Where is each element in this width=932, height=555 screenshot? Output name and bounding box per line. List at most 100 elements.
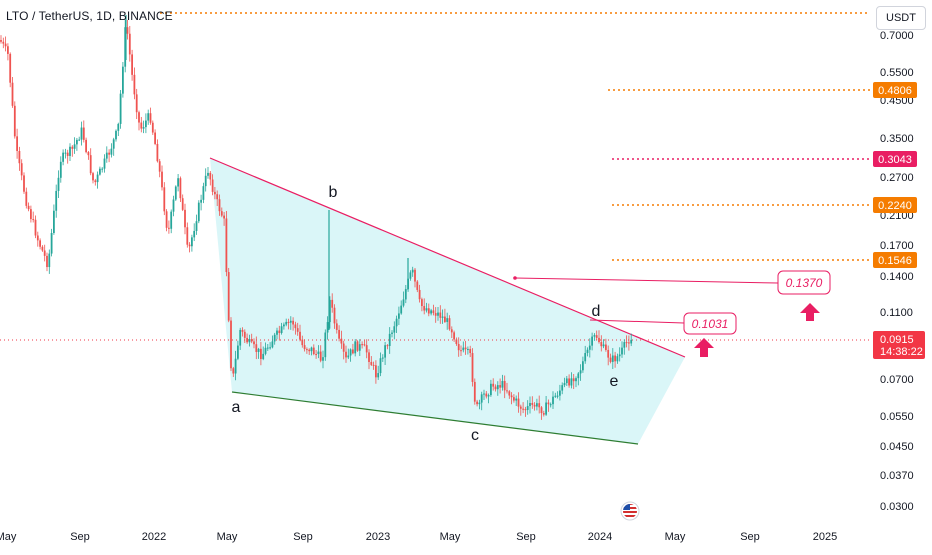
wave-label-a: a [232, 399, 241, 416]
x-tick-label: May [0, 531, 17, 543]
candle-body [253, 341, 255, 345]
candle-body [181, 198, 184, 210]
candle-body [59, 161, 62, 178]
candle-body [255, 344, 258, 352]
upper-trendline[interactable] [209, 157, 686, 358]
candle-body [545, 402, 547, 415]
candle-body [349, 349, 352, 356]
candle-body [122, 66, 124, 94]
candle-body [425, 308, 428, 311]
candle-body [333, 307, 336, 324]
price-badge-label: 0.2240 [878, 200, 912, 212]
candle-body [448, 318, 451, 330]
candle-body [598, 337, 600, 343]
target-callout-0.1031[interactable]: 0.1031 [683, 312, 737, 335]
candle-body [230, 320, 232, 369]
price-badge-0.1546[interactable]: 0.1546 [873, 252, 917, 268]
current-price-badge[interactable]: 0.0915 14:38:22 [873, 331, 925, 359]
candle-body [441, 316, 444, 318]
candle-body [23, 175, 25, 192]
candle-body [605, 344, 607, 350]
candle-body [409, 272, 412, 279]
candle-body [457, 343, 460, 351]
candle-body [319, 351, 322, 361]
candle-body [117, 123, 120, 131]
candle-body [386, 345, 389, 347]
candle-body [365, 345, 368, 353]
candle-body [628, 342, 630, 344]
candle-body [170, 211, 173, 229]
y-tick-label: 0.5500 [880, 67, 914, 79]
y-tick-label: 0.1100 [880, 307, 913, 319]
target-callout-0.1370[interactable]: 0.1370 [777, 270, 831, 295]
candle-body [273, 334, 276, 342]
price-badge-0.4806[interactable]: 0.4806 [873, 82, 917, 98]
candle-body [618, 354, 621, 357]
candle-body [62, 152, 64, 162]
candle-body [172, 199, 175, 212]
lower-trendline[interactable] [231, 391, 639, 445]
candle-body [582, 361, 584, 371]
candle-body [292, 320, 294, 325]
y-tick-label: 0.7000 [880, 30, 914, 42]
candle-body [616, 356, 619, 362]
y-tick-label: 0.0370 [880, 470, 914, 482]
x-tick-label: Sep [516, 531, 536, 543]
candle-body [262, 353, 265, 360]
candle-body [303, 345, 306, 350]
currency-button[interactable]: USDT [876, 6, 926, 30]
candle-body [549, 404, 552, 406]
candle-body [377, 373, 380, 378]
candle-body [322, 357, 324, 361]
candle-body [80, 127, 83, 140]
candle-body [184, 209, 186, 228]
candle-body [416, 281, 419, 290]
candle-body [621, 347, 623, 355]
x-tick-label: Sep [740, 531, 760, 543]
x-tick-label: Sep [293, 531, 313, 543]
candle-body [41, 246, 44, 251]
candle-body [494, 386, 497, 390]
candle-body [450, 329, 453, 333]
candle-body [485, 393, 488, 397]
candle-body [301, 339, 304, 346]
candle-body [609, 357, 612, 362]
candle-body [124, 27, 127, 67]
candle-body [358, 344, 361, 351]
candle-body [200, 199, 202, 203]
x-tick-label: 2025 [813, 531, 837, 543]
y-axis[interactable]: 0.7000 0.5500 0.4500 0.3500 0.2700 0.210… [880, 30, 914, 513]
candle-body [370, 361, 373, 365]
candle-body [165, 211, 168, 228]
candle-body [591, 336, 593, 346]
candle-body [163, 187, 166, 212]
wave-label-d: d [592, 303, 601, 320]
candle-body [214, 191, 216, 195]
candle-body [467, 348, 469, 350]
candle-body [85, 139, 87, 153]
us-flag-event-icon[interactable] [620, 501, 640, 521]
candle-body [89, 155, 92, 174]
price-badge-label: 0.3043 [878, 154, 912, 166]
candle-body [361, 344, 363, 346]
target-label-0.1031: 0.1031 [692, 317, 729, 331]
candle-body [271, 341, 274, 348]
candle-body [462, 347, 465, 351]
candle-body [294, 324, 297, 329]
x-axis[interactable]: May Sep 2022 May Sep 2023 May Sep 2024 M… [0, 531, 837, 543]
candle-body [308, 349, 311, 352]
price-badge-0.2240[interactable]: 0.2240 [873, 197, 917, 213]
candle-body [115, 130, 117, 140]
candle-body [2, 41, 5, 44]
candle-body [151, 122, 154, 133]
price-badge-label: 0.4806 [878, 85, 912, 97]
candle-body [453, 332, 455, 340]
candle-body [469, 348, 472, 354]
candle-body [570, 378, 573, 386]
candle-body [430, 310, 432, 314]
price-badge-0.3043[interactable]: 0.3043 [873, 151, 917, 167]
candle-body [356, 341, 359, 351]
candle-body [269, 347, 271, 349]
